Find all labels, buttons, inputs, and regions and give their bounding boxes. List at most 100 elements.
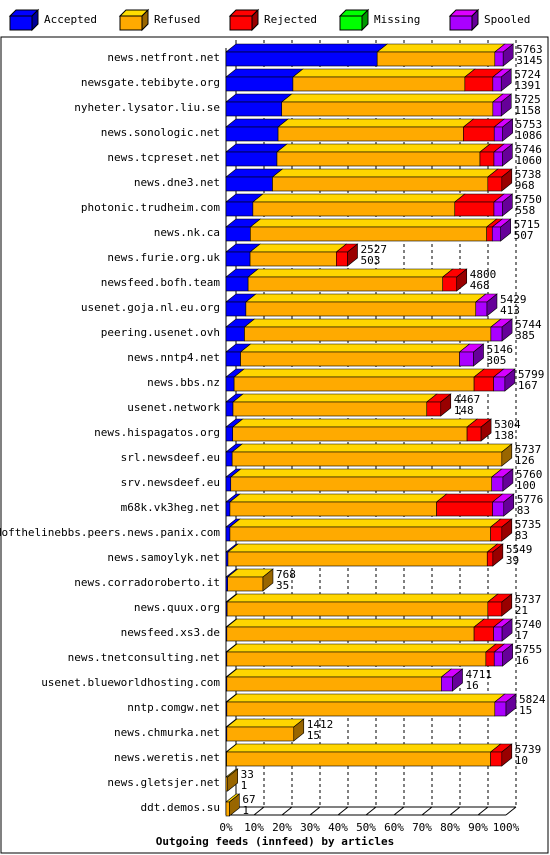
accepted-label: 35	[276, 579, 289, 592]
bar-side	[501, 443, 513, 467]
bar	[454, 201, 495, 217]
bar	[494, 701, 507, 717]
bar	[225, 201, 254, 217]
bar	[473, 376, 494, 392]
accepted-label: 148	[454, 404, 474, 417]
bar-top	[276, 143, 491, 153]
bar	[494, 51, 504, 67]
total-label: 4467	[454, 393, 481, 406]
bar-side	[501, 318, 513, 342]
y-tick-label: news.tcpreset.net	[107, 151, 220, 164]
bar	[229, 526, 491, 542]
bar	[492, 501, 505, 517]
tick-mark	[421, 806, 433, 816]
y-tick-label: news.weretis.net	[114, 751, 220, 764]
bar	[292, 76, 466, 92]
bar	[226, 676, 442, 692]
tick-mark	[337, 806, 349, 816]
bar	[225, 476, 232, 492]
total-label: 5735	[515, 518, 542, 531]
accepted-label: 507	[514, 229, 534, 242]
bar-top	[227, 543, 499, 553]
bar	[442, 276, 458, 292]
y-tick-label: news.bbs.nz	[147, 376, 220, 389]
y-tick-label: nyheter.lysator.liu.se	[74, 101, 220, 114]
legend-label: Rejected	[264, 13, 317, 26]
bar	[473, 626, 494, 642]
total-label: 33	[241, 768, 254, 781]
x-tick-label: 20%	[272, 821, 292, 834]
bar-side	[501, 518, 513, 542]
bar-top	[231, 443, 513, 453]
bar	[376, 51, 496, 67]
legend-swatch	[449, 15, 473, 31]
bar	[226, 601, 489, 617]
bar	[225, 526, 231, 542]
bar	[426, 401, 442, 417]
bar-side	[227, 768, 238, 792]
total-label: 5737	[515, 593, 542, 606]
y-tick-label: news.nk.ca	[154, 226, 220, 239]
y-tick-label: news.dne3.net	[134, 176, 220, 189]
bar-side	[501, 743, 513, 767]
legend-swatch	[229, 15, 253, 31]
y-tick-label: usenet.goja.nl.eu.org	[81, 301, 220, 314]
bar	[486, 226, 493, 242]
bar-top	[225, 668, 453, 678]
total-label: 5725	[514, 93, 541, 106]
bar	[276, 151, 481, 167]
bar	[250, 226, 487, 242]
bar	[230, 476, 493, 492]
bar-side	[293, 718, 305, 742]
total-label: 5824	[519, 693, 546, 706]
bar-top	[249, 218, 498, 228]
bar	[225, 126, 279, 142]
bar-top	[225, 143, 288, 153]
bar-side	[501, 618, 513, 642]
bar-top	[249, 243, 348, 253]
accepted-label: 468	[470, 279, 490, 292]
bar-side	[500, 93, 512, 117]
bar-side	[502, 118, 513, 142]
y-tick-label: news.corradoroberto.it	[74, 576, 220, 589]
total-label: 5739	[515, 743, 542, 756]
bar	[336, 251, 348, 267]
tick-mark	[477, 806, 489, 816]
tick-mark	[393, 806, 405, 816]
bar	[459, 351, 474, 367]
y-tick-label: nntp.comgw.net	[127, 701, 220, 714]
bar	[486, 551, 494, 567]
bar-top	[243, 318, 502, 328]
bar	[225, 226, 251, 242]
bar	[247, 276, 444, 292]
bar-side	[500, 68, 512, 92]
bar	[272, 176, 489, 192]
accepted-label: 3145	[516, 54, 543, 67]
bar-top	[239, 343, 471, 353]
bar	[229, 501, 437, 517]
legend-label: Spooled	[484, 13, 530, 26]
tick-mark	[281, 806, 293, 816]
y-tick-label: news.sonologic.net	[101, 126, 220, 139]
accepted-label: 83	[515, 529, 528, 542]
bar	[225, 451, 233, 467]
frame	[0, 36, 549, 854]
total-label: 4800	[470, 268, 497, 281]
bar-top	[225, 618, 485, 628]
accepted-label: 1086	[516, 129, 543, 142]
bar	[441, 676, 453, 692]
y-tick-label: news.furie.org.uk	[107, 251, 220, 264]
tick-mark	[253, 806, 265, 816]
bar	[490, 751, 503, 767]
bar	[281, 101, 494, 117]
bar	[227, 551, 488, 567]
total-label: 5304	[494, 418, 521, 431]
bar-top	[277, 118, 475, 128]
tick-mark	[365, 806, 377, 816]
x-tick-label: 30%	[300, 821, 320, 834]
total-label: 5776	[517, 493, 544, 506]
y-tick-label: endofthelinebbs.peers.news.panix.com	[0, 526, 220, 539]
bar	[225, 501, 231, 517]
accepted-label: 21	[515, 604, 528, 617]
bar	[464, 76, 494, 92]
